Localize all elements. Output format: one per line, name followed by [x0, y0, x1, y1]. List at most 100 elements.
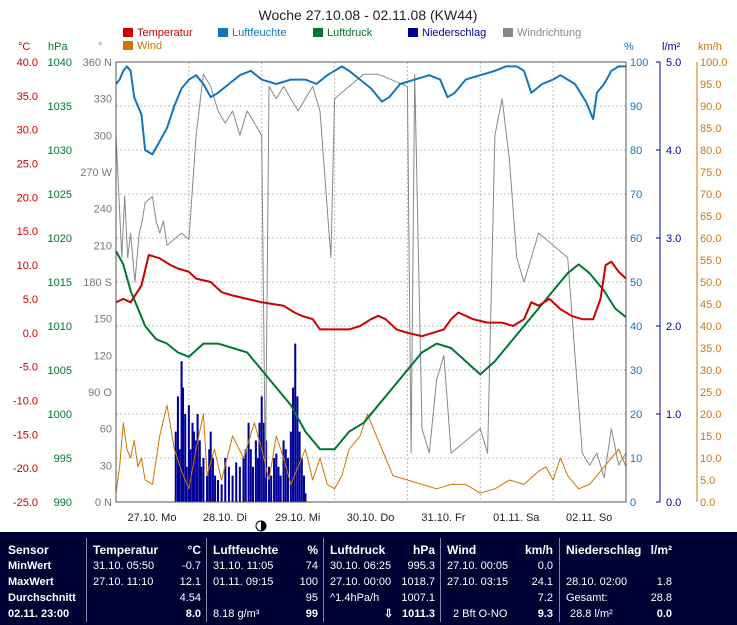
pres-avg-value: 1007.1 [401, 592, 435, 604]
wind-header: Wind [447, 543, 477, 557]
legend-label: Temperatur [137, 27, 193, 39]
wind-min-time: 27.10. 00:05 [447, 560, 509, 572]
humidity-unit-label: % [624, 41, 634, 53]
x-day-label: 30.10. Do [347, 512, 395, 524]
wind-current-value: 9.3 [537, 608, 553, 620]
temp-max-time: 27.10. 11:10 [93, 576, 154, 588]
rain-bar [249, 449, 252, 502]
winddir-tick-label: 360 N [83, 57, 112, 69]
hum-max-value: 100 [299, 576, 318, 588]
temp-tick-label: 5.0 [23, 294, 38, 306]
pres-min-value: 995.3 [407, 560, 435, 572]
temp-current-value: 8.0 [185, 608, 201, 620]
x-day-label: 01.11. Sa [493, 512, 540, 524]
x-day-label: 27.10. Mo [128, 512, 177, 524]
temp-tick-label: 0.0 [23, 328, 38, 340]
pressure-tick-label: 995 [54, 453, 72, 465]
wind-avg-value: 7.2 [537, 592, 553, 604]
temperature-unit: °C [187, 543, 201, 557]
rain-bar [231, 475, 234, 502]
humidity-tick-label: 90 [630, 101, 642, 113]
rain-tick-label: 1.0 [666, 409, 681, 421]
hum-min-time: 31.10. 11:05 [213, 560, 274, 572]
humidity-tick-label: 70 [630, 189, 642, 201]
precip-total-label: Gesamt: [566, 592, 608, 604]
humidity-tick-label: 50 [630, 277, 642, 289]
rain-bar [192, 431, 195, 502]
rain-bar [254, 440, 257, 502]
winddir-tick-label: 120 [94, 350, 112, 362]
wind-unit-label: km/h [698, 41, 722, 53]
rain-bar [294, 343, 297, 502]
rain-bar [242, 458, 245, 502]
winddir-tick-label: 210 [94, 240, 112, 252]
moon-icon [255, 520, 267, 532]
rain-bar [298, 431, 301, 502]
rain-bar [196, 414, 199, 502]
legend-swatch [408, 28, 418, 37]
series-line-windrichtung [115, 73, 627, 479]
wind-tick-label: 35.0 [700, 343, 721, 355]
weather-chart: Woche 27.10.08 - 02.11.08 (KW44) Tempera… [12, 7, 728, 532]
humidity-tick-label: 20 [630, 409, 642, 421]
wind-tick-label: 50.0 [700, 277, 721, 289]
rain-bar [195, 440, 198, 502]
winddir-tick-label: 330 [94, 94, 112, 106]
wind-tick-label: 20.0 [700, 409, 721, 421]
precip-unit: l/m² [650, 543, 672, 557]
wind-tick-label: 25.0 [700, 387, 721, 399]
wind-tick-label: 95.0 [700, 79, 721, 91]
temp-max-value: 12.1 [179, 576, 201, 588]
temp-tick-label: 40.0 [17, 57, 38, 69]
precip-max-time: 28.10. 02:00 [566, 576, 628, 588]
legend-swatch [503, 28, 513, 37]
hum-avg-value: 95 [305, 592, 318, 604]
maxwert-label: MaxWert [8, 576, 54, 588]
rain-bar [182, 387, 185, 502]
legend-label: Luftdruck [327, 27, 373, 39]
rain-bar [208, 449, 211, 502]
series-line-luftdruck [115, 250, 627, 451]
temp-unit-label: °C [18, 41, 30, 53]
wind-tick-label: 30.0 [700, 365, 721, 377]
humidity-tick-label: 100 [630, 57, 648, 69]
axes: 40.0 35.0 30.0 25.0 20.0 15.0 10.0 5.0 0.0 -5.0 -1… [13, 57, 728, 509]
wind-tick-label: 0.0 [700, 497, 715, 509]
rain-bar [270, 475, 273, 502]
rain-tick-label: 4.0 [666, 145, 681, 157]
wind-tick-label: 15.0 [700, 431, 721, 443]
precip-header: Niederschlag [566, 543, 642, 557]
rain-bar [224, 458, 227, 502]
pressure-unit: hPa [412, 543, 435, 557]
wind-tick-label: 75.0 [700, 167, 721, 179]
pressure-tick-label: 1035 [48, 101, 72, 113]
temp-min-time: 31.10. 05:50 [93, 560, 155, 572]
pressure-tick-label: 1000 [48, 409, 72, 421]
rain-bar [292, 387, 295, 502]
rain-bar [251, 466, 254, 502]
legend-label: Luftfeuchte [232, 27, 286, 39]
winddir-tick-label: 180 S [83, 277, 112, 289]
rain-unit-label: l/m² [662, 41, 681, 53]
temp-tick-label: -25.0 [13, 497, 38, 509]
rain-bar [216, 480, 220, 502]
rain-bar [257, 458, 260, 502]
pressure-tick-label: 1005 [48, 365, 72, 377]
wind-max-time: 27.10. 03:15 [447, 576, 509, 588]
humidity-tick-label: 40 [630, 321, 642, 333]
humidity-tick-label: 80 [630, 145, 642, 157]
statistics-panel: Sensor MinWert MaxWert Durchschnitt 02.1… [0, 532, 737, 625]
rain-bar [209, 431, 212, 502]
winddir-unit-label: ° [98, 41, 102, 53]
rain-bar [289, 431, 292, 502]
rain-bar [262, 422, 265, 502]
rain-bar [202, 458, 205, 502]
wind-tick-label: 100.0 [700, 57, 728, 69]
rain-tick-label: 3.0 [666, 233, 681, 245]
rain-bar [206, 475, 209, 502]
rain-bar [227, 466, 230, 502]
sensor-column: Sensor MinWert MaxWert Durchschnitt 02.1… [8, 540, 86, 620]
rain-bar [296, 396, 299, 502]
rain-bar [279, 475, 282, 502]
arrow-down-icon: ⇩ [384, 608, 394, 620]
